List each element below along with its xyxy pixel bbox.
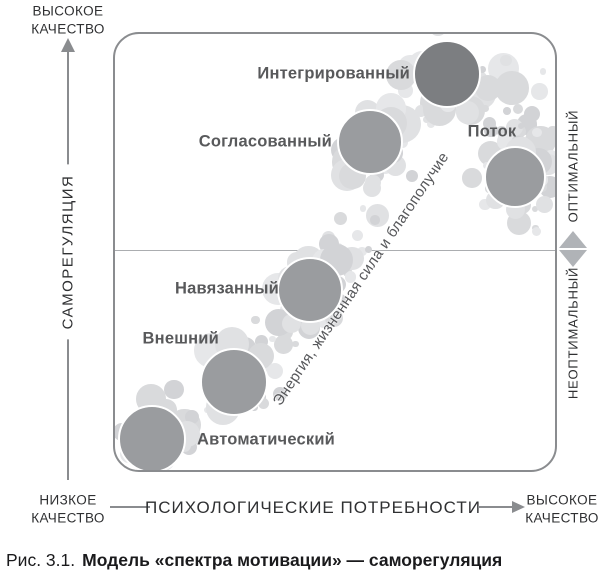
y-axis-top-quality-line1: ВЫСОКОЕ (32, 3, 104, 19)
stage-label-external: Внешний (142, 329, 219, 348)
bubble (164, 379, 184, 400)
bubble (536, 195, 554, 213)
bubble (364, 245, 373, 254)
y-axis-bottom-quality-label: НИЗКОЕ КАЧЕСТВО (31, 491, 105, 526)
stage-circle-automatic (118, 405, 186, 470)
stage-label-automatic: Автоматический (197, 430, 336, 449)
bubble (512, 103, 523, 114)
bubble (479, 65, 486, 73)
caption-prefix: Рис. 3.1. (6, 550, 76, 570)
bubble (531, 206, 538, 213)
bubble (524, 105, 541, 122)
bubble (539, 68, 547, 75)
bubble (415, 105, 428, 118)
stage-label-aligned: Согласованный (198, 132, 332, 151)
bubble (461, 168, 482, 188)
bubble (370, 215, 380, 225)
bubble (273, 335, 293, 355)
bubble (499, 54, 512, 67)
x-axis-arrowhead-icon (512, 501, 525, 513)
y-axis-bottom-quality-line2: КАЧЕСТВО (31, 510, 105, 525)
x-axis-right-quality-label: ВЫСОКОЕ КАЧЕСТВО (525, 491, 599, 526)
bubble (496, 125, 507, 137)
bubble (273, 386, 287, 401)
stage-circle-flow (484, 146, 546, 208)
stage-circle-imposed (277, 257, 343, 323)
y-axis-label: САМОРЕГУЛЯЦИЯ (57, 164, 79, 340)
stage-circle-integrated (413, 40, 481, 108)
bubble (531, 227, 541, 237)
optimal-label: ОПТИМАЛЬНЫЙ (565, 109, 581, 223)
bubble (258, 397, 270, 410)
caption-title: Модель «спектра мотивации» — саморегуляц… (82, 550, 503, 570)
bubble (266, 362, 284, 380)
y-axis-top-quality-line2: КАЧЕСТВО (31, 21, 105, 36)
stage-circle-aligned (337, 109, 403, 175)
figure-caption: Рис. 3.1. Модель «спектра мотивации» — са… (6, 550, 502, 571)
plot-area: Энергия, жизненная сила и благополучие А… (113, 32, 557, 472)
bubble (531, 83, 548, 100)
bubble (365, 174, 382, 191)
bubble (429, 34, 448, 37)
bubble (386, 60, 417, 90)
bubble (459, 103, 472, 116)
bubble (351, 229, 363, 241)
suboptimal-label: НЕОПТИМАЛЬНЫЙ (565, 266, 581, 400)
x-axis-leading-line (110, 506, 150, 508)
bubble (292, 341, 299, 348)
bubble (481, 104, 490, 113)
bubble (517, 122, 525, 130)
bubble (344, 271, 356, 283)
stage-label-imposed: Навязанный (175, 279, 279, 298)
y-axis-bottom-quality-line1: НИЗКОЕ (39, 492, 97, 508)
x-axis-right-quality-line2: КАЧЕСТВО (525, 510, 599, 525)
bubble (531, 127, 542, 138)
bubble (334, 211, 348, 226)
bubble (197, 433, 204, 440)
bubble (502, 106, 511, 115)
bubble (405, 169, 418, 182)
stage-circle-external (200, 348, 268, 416)
y-axis-arrowhead-icon (61, 38, 75, 52)
y-axis-top-quality-label: ВЫСОКОЕ КАЧЕСТВО (31, 2, 105, 37)
diamond-up-icon (559, 231, 587, 248)
bubble (479, 199, 491, 211)
bubble (359, 205, 366, 212)
diamond-down-icon (559, 250, 587, 267)
x-axis-label: ПСИХОЛОГИЧЕСКИЕ ПОТРЕБНОСТИ (145, 498, 481, 517)
x-axis-arrow-line (478, 506, 514, 508)
x-axis-right-quality-line1: ВЫСОКОЕ (526, 492, 598, 508)
stage-label-integrated: Интегрированный (257, 64, 410, 83)
bubble (484, 123, 498, 138)
bubble (269, 335, 277, 343)
stage-label-flow: Поток (467, 122, 517, 141)
bubble (251, 315, 260, 324)
bubble-band (115, 34, 555, 470)
